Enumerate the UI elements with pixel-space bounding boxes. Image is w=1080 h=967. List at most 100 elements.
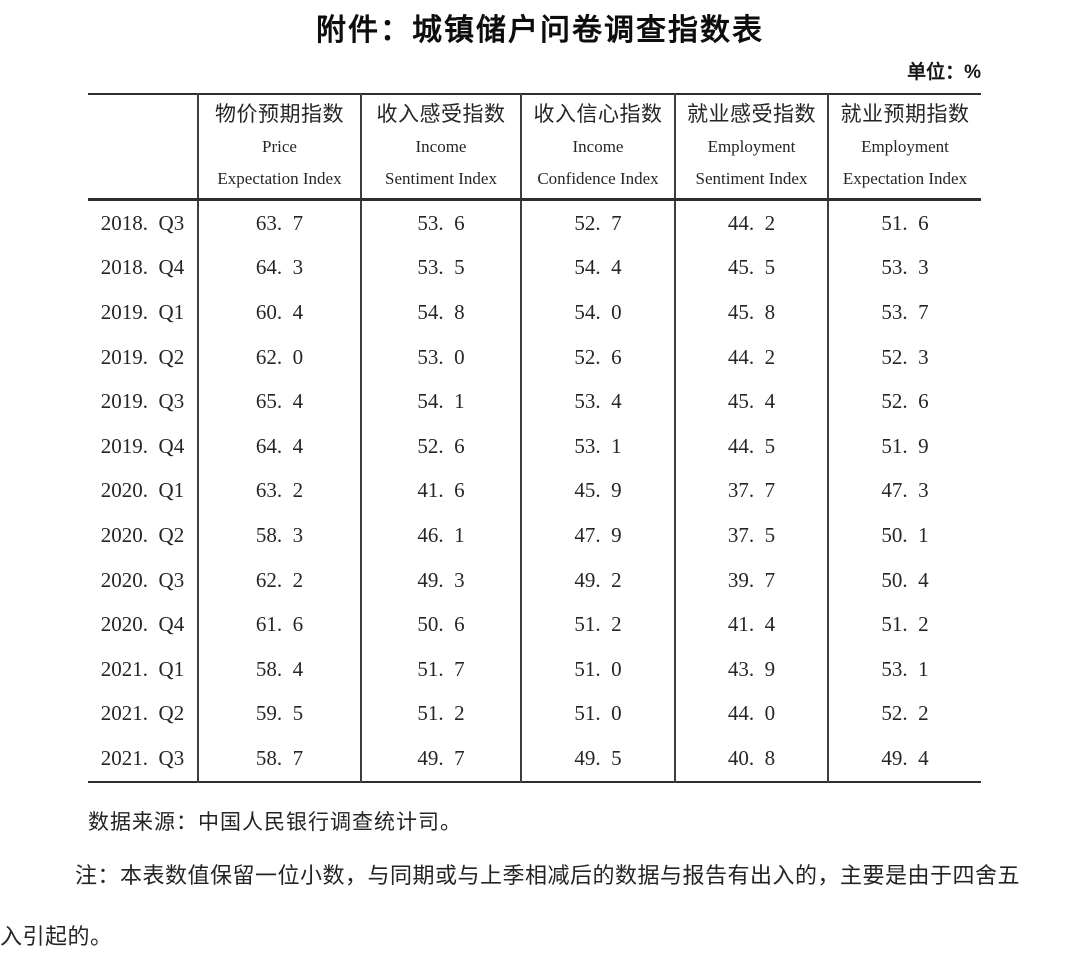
table-cell: 44. 2 <box>674 334 828 380</box>
row-period-label: 2021. Q3 <box>100 745 185 770</box>
row-period-label: 2018. Q4 <box>100 255 185 280</box>
table-cell: 51. 7 <box>360 646 521 692</box>
table-cell: 50. 6 <box>360 602 521 647</box>
table-cell: 52. 2 <box>827 691 981 737</box>
table-cell: 63. 7 <box>197 199 361 246</box>
table-cell: 44. 0 <box>674 691 828 737</box>
column-header-1: 物价预期指数 Price Expectation Index <box>197 94 361 201</box>
column-header-en-line1: Price <box>262 137 297 156</box>
table-row: 2020. Q4 61. 6 50. 6 51. 2 41. 4 51. 2 <box>88 602 981 647</box>
table-cell: 41. 6 <box>360 468 521 514</box>
column-header-en-line1: Employment <box>707 137 796 156</box>
column-header-cn: 收入感受指数 <box>376 102 506 126</box>
column-header-en-line1: Income <box>572 137 624 156</box>
table-row: 2020. Q1 63. 2 41. 6 45. 9 37. 7 47. 3 <box>88 468 981 514</box>
table-row: 2019. Q2 62. 0 53. 0 52. 6 44. 2 52. 3 <box>88 334 981 380</box>
row-period-label: 2019. Q2 <box>100 344 185 369</box>
table-cell: 51. 0 <box>520 691 675 737</box>
table-cell: 52. 6 <box>360 423 521 469</box>
table-cell: 58. 3 <box>197 513 361 558</box>
column-header-3: 收入信心指数 Income Confidence Index <box>520 94 675 201</box>
column-header-4: 就业感受指数 Employment Sentiment Index <box>674 94 828 201</box>
column-header-5: 就业预期指数 Employment Expectation Index <box>827 94 981 201</box>
table-body: 2018. Q3 63. 7 53. 6 52. 7 44. 2 51. 6 2018. Q… <box>88 199 981 782</box>
column-header-en-line2: Sentiment Index <box>695 169 808 188</box>
table-cell: 44. 5 <box>674 423 828 469</box>
rounding-note: 注：本表数值保留一位小数，与同期或与上季相减后的数据与报告有出入的，主要是由于四… <box>0 863 1021 949</box>
column-header-cn: 收入信心指数 <box>533 102 663 126</box>
column-header-en-line1: Income <box>415 137 467 156</box>
table-cell: 53. 5 <box>360 245 521 291</box>
table-cell: 64. 4 <box>197 423 361 469</box>
corner-blank-cell <box>88 94 198 201</box>
table-cell: 49. 2 <box>520 557 675 603</box>
table-cell: 44. 2 <box>674 199 828 246</box>
table-row: 2021. Q1 58. 4 51. 7 51. 0 43. 9 53. 1 <box>88 646 981 692</box>
table-cell: 52. 6 <box>827 379 981 424</box>
table-cell: 61. 6 <box>197 602 361 647</box>
table-cell: 54. 8 <box>360 290 521 335</box>
table-cell: 45. 8 <box>674 290 828 335</box>
column-header-cn: 就业预期指数 <box>840 102 970 126</box>
table-cell: 64. 3 <box>197 245 361 291</box>
table-row: 2021. Q2 59. 5 51. 2 51. 0 44. 0 52. 2 <box>88 691 981 737</box>
column-header-en-line2: Expectation Index <box>842 169 968 188</box>
table-cell: 59. 5 <box>197 691 361 737</box>
survey-index-table: 物价预期指数 Price Expectation Index 收入感受指数 Income… <box>88 93 981 783</box>
table-cell: 41. 4 <box>674 602 828 647</box>
table-cell: 62. 0 <box>197 334 361 380</box>
row-period-label: 2021. Q1 <box>100 656 185 681</box>
table-cell: 37. 5 <box>674 513 828 558</box>
table-cell: 51. 0 <box>520 646 675 692</box>
data-source-note: 数据来源：中国人民银行调查统计司。 <box>88 810 462 834</box>
row-period-label: 2019. Q3 <box>100 389 185 414</box>
row-period-label: 2020. Q1 <box>100 478 185 503</box>
table-cell: 37. 7 <box>674 468 828 514</box>
table-cell: 54. 0 <box>520 290 675 335</box>
unit-label: 单位：% <box>907 62 981 83</box>
table-cell: 52. 3 <box>827 334 981 380</box>
table-cell: 46. 1 <box>360 513 521 558</box>
table-cell: 53. 7 <box>827 290 981 335</box>
column-header-cn: 物价预期指数 <box>215 102 344 126</box>
table-cell: 50. 4 <box>827 557 981 603</box>
table-row: 2019. Q1 60. 4 54. 8 54. 0 45. 8 53. 7 <box>88 290 981 335</box>
table-cell: 50. 1 <box>827 513 981 558</box>
table-cell: 53. 1 <box>520 423 675 469</box>
table-cell: 54. 1 <box>360 379 521 424</box>
table-cell: 43. 9 <box>674 646 828 692</box>
table-cell: 53. 1 <box>827 646 981 692</box>
table-cell: 63. 2 <box>197 468 361 514</box>
column-header-en-line2: Sentiment Index <box>385 169 497 188</box>
table-cell: 45. 9 <box>520 468 675 514</box>
table-cell: 51. 2 <box>520 602 675 647</box>
column-header-en-line2: Confidence Index <box>537 169 659 188</box>
row-period-label: 2020. Q3 <box>100 567 185 592</box>
column-header-cn: 就业感受指数 <box>687 102 816 126</box>
row-period-label: 2019. Q4 <box>100 433 185 458</box>
table-cell: 51. 2 <box>360 691 521 737</box>
table-cell: 60. 4 <box>197 290 361 335</box>
table-cell: 53. 3 <box>827 245 981 291</box>
column-header-2: 收入感受指数 Income Sentiment Index <box>360 94 521 201</box>
table-cell: 45. 5 <box>674 245 828 291</box>
table-cell: 52. 7 <box>520 199 675 246</box>
table-cell: 49. 3 <box>360 557 521 603</box>
table-row: 2020. Q3 62. 2 49. 3 49. 2 39. 7 50. 4 <box>88 557 981 603</box>
table-cell: 49. 5 <box>520 736 675 782</box>
table-cell: 39. 7 <box>674 557 828 603</box>
column-header-en-line1: Employment <box>861 137 949 156</box>
table-row: 2019. Q4 64. 4 52. 6 53. 1 44. 5 51. 9 <box>88 423 981 469</box>
row-period-label: 2021. Q2 <box>100 701 185 726</box>
table-row: 2019. Q3 65. 4 54. 1 53. 4 45. 4 52. 6 <box>88 379 981 424</box>
table-header-row: 物价预期指数 Price Expectation Index 收入感受指数 Income… <box>88 94 981 201</box>
table-cell: 51. 9 <box>827 423 981 469</box>
table-cell: 53. 4 <box>520 379 675 424</box>
column-header-en-line2: Expectation Index <box>217 169 342 188</box>
table-cell: 51. 6 <box>827 199 981 246</box>
row-period-label: 2019. Q1 <box>100 299 185 324</box>
table-row: 2018. Q3 63. 7 53. 6 52. 7 44. 2 51. 6 <box>88 199 981 246</box>
table-cell: 45. 4 <box>674 379 828 424</box>
table-cell: 49. 4 <box>827 736 981 782</box>
